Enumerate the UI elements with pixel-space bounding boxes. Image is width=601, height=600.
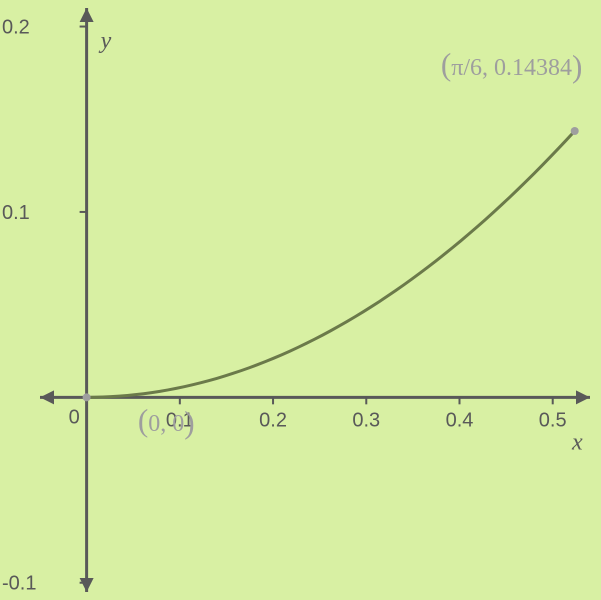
xy-line-chart: 0.10.20.30.40.5-0.10.10.20yx(0, 0)(π/6, … <box>0 0 601 600</box>
curve-start-point <box>83 393 91 401</box>
y-tick-label: 0.2 <box>2 17 30 39</box>
x-tick-label: 0.5 <box>539 409 567 431</box>
x-tick-label: 0.2 <box>259 409 287 431</box>
chart-background <box>0 0 601 600</box>
chart-container: 0.10.20.30.40.5-0.10.10.20yx(0, 0)(π/6, … <box>0 0 601 600</box>
x-tick-label: 0.4 <box>446 409 474 431</box>
curve-end-point <box>571 127 579 135</box>
y-axis-title: y <box>99 28 112 54</box>
x-axis-title: x <box>571 429 583 455</box>
y-tick-label: 0.1 <box>2 202 30 224</box>
y-tick-label: -0.1 <box>2 573 36 595</box>
origin-label: 0 <box>69 406 80 428</box>
x-tick-label: 0.3 <box>352 409 380 431</box>
